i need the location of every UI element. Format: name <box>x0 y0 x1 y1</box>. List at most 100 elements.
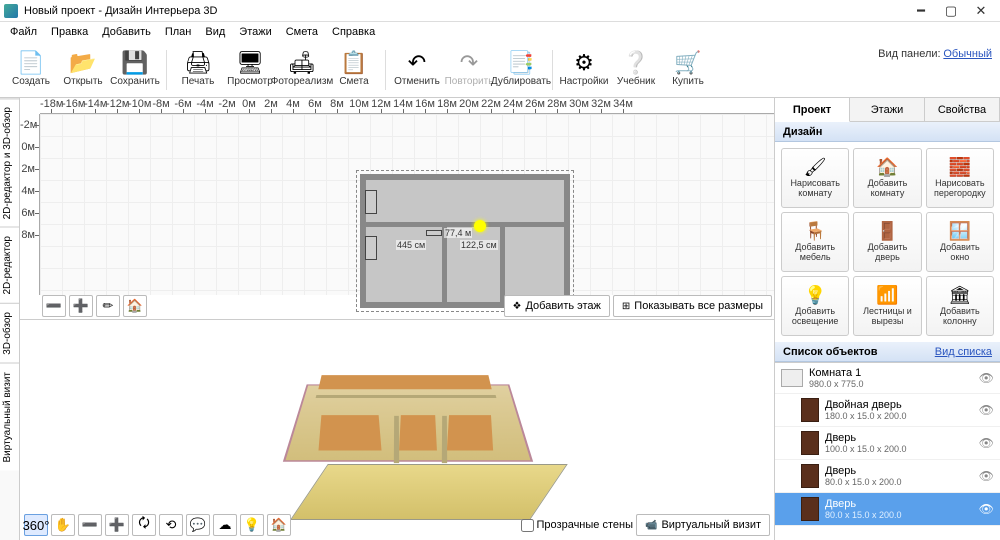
Просмотр-icon: 🖥 <box>236 52 264 74</box>
door-icon[interactable] <box>426 230 442 236</box>
plan-2d-view[interactable]: -18м-16м-14м-12м-10м-8м-6м-4м-2м0м2м4м6м… <box>20 98 774 320</box>
door-icon[interactable] <box>365 236 377 260</box>
right-tab-Свойства[interactable]: Свойства <box>925 98 1000 121</box>
room-icon <box>781 369 803 387</box>
view3d-toolbar: 360°✋➖➕🗘⟲💬☁💡🏠 Прозрачные стены 📹 Виртуал… <box>24 514 770 536</box>
right-tab-Этажи[interactable]: Этажи <box>850 98 925 121</box>
right-panel: ПроектЭтажиСвойства Дизайн 🖌Нарисоватько… <box>775 98 1000 540</box>
Купить-icon: 🛒 <box>674 52 701 74</box>
object-list-item[interactable]: Комната 1980.0 x 775.0👁 <box>775 363 1000 394</box>
left-tab-2[interactable]: 3D-обзор <box>0 303 19 363</box>
menu-Смета[interactable]: Смета <box>280 24 324 40</box>
Печать-icon: 🖨 <box>184 52 212 74</box>
design-tool-button[interactable]: 📶Лестницы ивырезы <box>853 276 921 336</box>
door-icon <box>801 398 819 422</box>
Отменить-icon: ↶ <box>408 52 426 74</box>
view3d-tool-button[interactable]: 360° <box>24 514 48 536</box>
visibility-icon[interactable]: 👁 <box>979 469 994 483</box>
virtual-visit-button[interactable]: 📹 Виртуальный визит <box>636 514 770 536</box>
object-list-item[interactable]: Дверь80.0 x 15.0 x 200.0👁 <box>775 493 1000 526</box>
toolbar-Повторить[interactable]: ↷Повторить <box>444 45 494 95</box>
view3d-tool-button[interactable]: 🏠 <box>267 514 291 536</box>
toolbar-Купить[interactable]: 🛒Купить <box>663 45 713 95</box>
menu-Добавить[interactable]: Добавить <box>96 24 157 40</box>
menu-Правка[interactable]: Правка <box>45 24 94 40</box>
objects-list: Комната 1980.0 x 775.0👁Двойная дверь180.… <box>775 362 1000 540</box>
visibility-icon[interactable]: 👁 <box>979 403 994 417</box>
view3d-tool-button[interactable]: ➕ <box>105 514 129 536</box>
design-tool-button[interactable]: 🪑Добавитьмебель <box>781 212 849 272</box>
menu-Вид[interactable]: Вид <box>199 24 231 40</box>
right-tab-Проект[interactable]: Проект <box>775 98 850 122</box>
toolbar-Смета[interactable]: 📋Смета <box>329 45 379 95</box>
design-section-header: Дизайн <box>775 122 1000 142</box>
Создать-icon: 📄 <box>17 52 44 74</box>
plan-tool-button[interactable]: ✏ <box>96 295 120 317</box>
view3d-tool-button[interactable]: 💡 <box>240 514 264 536</box>
toolbar-Учебник[interactable]: ❔Учебник <box>611 45 661 95</box>
view3d-tool-button[interactable]: ☁ <box>213 514 237 536</box>
menu-Справка[interactable]: Справка <box>326 24 381 40</box>
design-tool-button[interactable]: 🧱Нарисоватьперегородку <box>926 148 994 208</box>
floorplan[interactable]: 77,4 м 445 см 122,5 см <box>360 174 570 308</box>
toolbar-Сохранить[interactable]: 💾Сохранить <box>110 45 160 95</box>
plan-grid[interactable]: 77,4 м 445 см 122,5 см <box>40 114 774 295</box>
toolbar-Отменить[interactable]: ↶Отменить <box>392 45 442 95</box>
object-list-item[interactable]: Дверь80.0 x 15.0 x 200.0👁 <box>775 460 1000 493</box>
transparent-walls-checkbox[interactable]: Прозрачные стены <box>521 519 633 532</box>
ruler-horizontal: -18м-16м-14м-12м-10м-8м-6м-4м-2м0м2м4м6м… <box>40 98 774 114</box>
plan-tool-button[interactable]: ➖ <box>42 295 66 317</box>
panel-view-link[interactable]: Обычный <box>943 48 992 60</box>
design-tool-button[interactable]: 🖌Нарисоватькомнату <box>781 148 849 208</box>
show-dimensions-button[interactable]: ⊞ Показывать все размеры <box>613 295 772 317</box>
menu-Файл[interactable]: Файл <box>4 24 43 40</box>
Настройки-icon: ⚙ <box>574 52 594 74</box>
left-tab-1[interactable]: 2D-редактор <box>0 227 19 303</box>
menu-План[interactable]: План <box>159 24 198 40</box>
visibility-icon[interactable]: 👁 <box>979 436 994 450</box>
left-tab-0[interactable]: 2D-редактор и 3D-обзор <box>0 98 19 227</box>
left-tab-3[interactable]: Виртуальный визит <box>0 363 19 471</box>
view3d-tool-button[interactable]: ➖ <box>78 514 102 536</box>
door-icon[interactable] <box>365 190 377 214</box>
menu-Этажи[interactable]: Этажи <box>233 24 277 40</box>
light-marker-icon[interactable] <box>474 220 486 232</box>
view3d-tool-button[interactable]: 💬 <box>186 514 210 536</box>
design-tool-button[interactable]: 🏠Добавитькомнату <box>853 148 921 208</box>
design-tool-button[interactable]: 🚪Добавитьдверь <box>853 212 921 272</box>
maximize-button[interactable]: ▢ <box>936 1 966 21</box>
design-tool-button[interactable]: 💡Добавитьосвещение <box>781 276 849 336</box>
view-3d[interactable]: 360°✋➖➕🗘⟲💬☁💡🏠 Прозрачные стены 📹 Виртуал… <box>20 320 774 540</box>
main-toolbar: 📄Создать📂Открыть💾Сохранить 🖨Печать🖥Просмо… <box>0 42 1000 98</box>
view3d-tool-button[interactable]: 🗘 <box>132 514 156 536</box>
close-button[interactable]: ✕ <box>966 1 996 21</box>
toolbar-Открыть[interactable]: 📂Открыть <box>58 45 108 95</box>
object-list-item[interactable]: Двойная дверь180.0 x 15.0 x 200.0👁 <box>775 394 1000 427</box>
toolbar-Просмотр[interactable]: 🖥Просмотр <box>225 45 275 95</box>
right-tabs: ПроектЭтажиСвойства <box>775 98 1000 122</box>
visibility-icon[interactable]: 👁 <box>979 371 994 385</box>
Фотореализм-icon: 🛋 <box>288 52 316 74</box>
room-3d-model[interactable] <box>290 340 530 520</box>
view3d-tool-button[interactable]: ✋ <box>51 514 75 536</box>
toolbar-Дублировать[interactable]: 📑Дублировать <box>496 45 546 95</box>
toolbar-Настройки[interactable]: ⚙Настройки <box>559 45 609 95</box>
design-tool-button[interactable]: 🪟Добавитьокно <box>926 212 994 272</box>
door-icon <box>801 464 819 488</box>
window-title: Новый проект - Дизайн Интерьера 3D <box>24 5 906 17</box>
plan-tool-button[interactable]: ➕ <box>69 295 93 317</box>
objects-view-link[interactable]: Вид списка <box>935 342 992 361</box>
plan-tool-button[interactable]: 🏠 <box>123 295 147 317</box>
Открыть-icon: 📂 <box>69 52 96 74</box>
view3d-tool-button[interactable]: ⟲ <box>159 514 183 536</box>
toolbar-Печать[interactable]: 🖨Печать <box>173 45 223 95</box>
objects-section-header: Список объектов Вид списка <box>775 342 1000 362</box>
design-tool-button[interactable]: 🏛Добавитьколонну <box>926 276 994 336</box>
minimize-button[interactable]: ━ <box>906 1 936 21</box>
door-icon <box>801 431 819 455</box>
visibility-icon[interactable]: 👁 <box>979 502 994 516</box>
toolbar-Фотореализм[interactable]: 🛋Фотореализм <box>277 45 327 95</box>
toolbar-Создать[interactable]: 📄Создать <box>6 45 56 95</box>
object-list-item[interactable]: Дверь100.0 x 15.0 x 200.0👁 <box>775 427 1000 460</box>
add-floor-button[interactable]: ❖ Добавить этаж <box>504 295 610 317</box>
